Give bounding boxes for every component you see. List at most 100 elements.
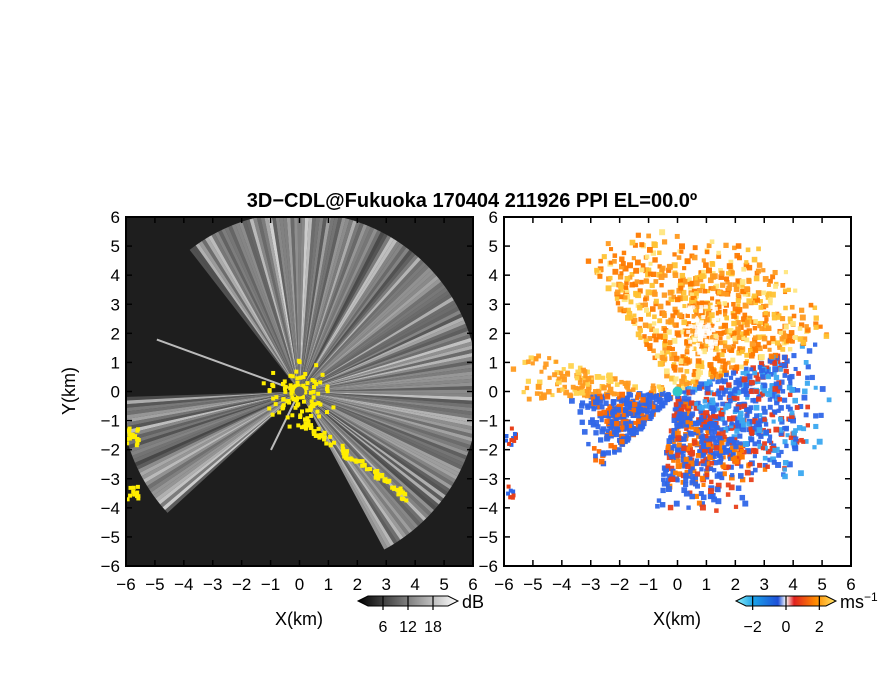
velocity-cell [745, 448, 751, 454]
velocity-cell [700, 443, 706, 449]
velocity-cell [737, 473, 744, 479]
velocity-cell [756, 439, 762, 444]
velocity-cell [671, 297, 677, 302]
velocity-cell [603, 400, 609, 406]
velocity-cell [746, 373, 753, 380]
velocity-cell [768, 353, 775, 360]
velocity-cell [727, 456, 733, 461]
reflectivity-beam [294, 217, 300, 392]
velocity-cell [675, 478, 680, 483]
velocity-cell [671, 413, 677, 418]
velocity-cell [709, 460, 715, 466]
velocity-cell [678, 359, 684, 365]
reflectivity-beam [299, 218, 350, 392]
velocity-cell [707, 325, 712, 330]
velocity-cell [622, 380, 628, 387]
velocity-cell [689, 253, 695, 259]
velocity-cell [684, 381, 690, 387]
velocity-cell [713, 326, 718, 331]
velocity-cell [715, 330, 720, 335]
reflectivity-high-echo [303, 426, 308, 431]
velocity-cell [699, 344, 704, 349]
velocity-cell [623, 424, 629, 431]
reflectivity-beam [256, 217, 300, 392]
velocity-cell [708, 428, 714, 434]
velocity-cell [762, 441, 767, 447]
velocity-cell [561, 367, 566, 372]
reflectivity-high-echo [368, 467, 373, 472]
velocity-cell [612, 258, 617, 264]
velocity-cell [598, 437, 604, 443]
velocity-cell [546, 388, 552, 395]
velocity-cell [650, 383, 656, 389]
reflectivity-beam [147, 391, 300, 490]
velocity-cell [700, 421, 706, 427]
velocity-cell [660, 265, 666, 271]
velocity-cell [735, 292, 741, 298]
velocity-cell [719, 427, 724, 432]
velocity-cell [774, 355, 780, 361]
velocity-cell [606, 428, 611, 433]
velocity-cell [656, 405, 663, 411]
velocity-cell [674, 233, 680, 239]
velocity-cell [667, 396, 673, 402]
velocity-cell [752, 467, 758, 473]
velocity-cell [760, 374, 766, 380]
velocity-cell [676, 471, 683, 477]
velocity-cell [793, 366, 798, 372]
velocity-cell [690, 478, 696, 484]
velocity-cell [710, 372, 716, 378]
reflectivity-high-echo [325, 389, 330, 394]
reflectivity-high-echo [309, 399, 314, 404]
reflectivity-beam [299, 391, 391, 548]
reflectivity-high-echo [282, 379, 287, 384]
velocity-cell [688, 463, 695, 470]
velocity-cell [710, 377, 715, 382]
velocity-cell [700, 301, 706, 307]
velocity-cell [715, 431, 721, 436]
velocity-cell [703, 404, 708, 409]
velocity-cell [760, 446, 765, 451]
velocity-cell [539, 369, 544, 374]
velocity-cell [700, 273, 705, 278]
velocity-cell [731, 395, 737, 401]
velocity-cell [665, 300, 671, 306]
velocity-cell [676, 287, 683, 294]
velocity-cell [721, 330, 727, 335]
velocity-cell [757, 462, 763, 468]
velocity-cell [678, 285, 684, 291]
velocity-cell [787, 392, 793, 397]
reflectivity-beam [299, 391, 473, 412]
velocity-cell [628, 275, 633, 280]
velocity-cell [670, 468, 676, 474]
velocity-cell [645, 267, 652, 274]
velocity-cell [735, 390, 741, 396]
velocity-cell [509, 426, 514, 431]
velocity-cell [647, 404, 653, 410]
velocity-cell [722, 434, 727, 439]
velocity-cell [798, 470, 804, 477]
reflectivity-beam [299, 264, 429, 392]
reflectivity-high-echo [308, 390, 313, 395]
velocity-cell [803, 412, 809, 418]
reflectivity-high-echo [398, 486, 403, 491]
x-tick-label: 6 [468, 575, 477, 594]
velocity-cell [671, 351, 678, 358]
velocity-cell [768, 301, 773, 306]
reflectivity-high-echo [297, 395, 302, 400]
velocity-cell [713, 345, 719, 352]
reflectivity-beam [160, 391, 300, 508]
velocity-cell [586, 441, 591, 447]
x-tick-label: 0 [673, 575, 682, 594]
velocity-cell [601, 254, 607, 260]
velocity-cell [679, 329, 685, 335]
velocity-cell [733, 504, 739, 509]
velocity-cell [740, 335, 746, 341]
velocity-cell [655, 503, 660, 509]
velocity-cell [741, 388, 748, 394]
reflectivity-beam [299, 389, 473, 394]
velocity-cell [754, 297, 760, 303]
velocity-cell [646, 323, 652, 329]
reflectivity-beam [151, 391, 300, 496]
